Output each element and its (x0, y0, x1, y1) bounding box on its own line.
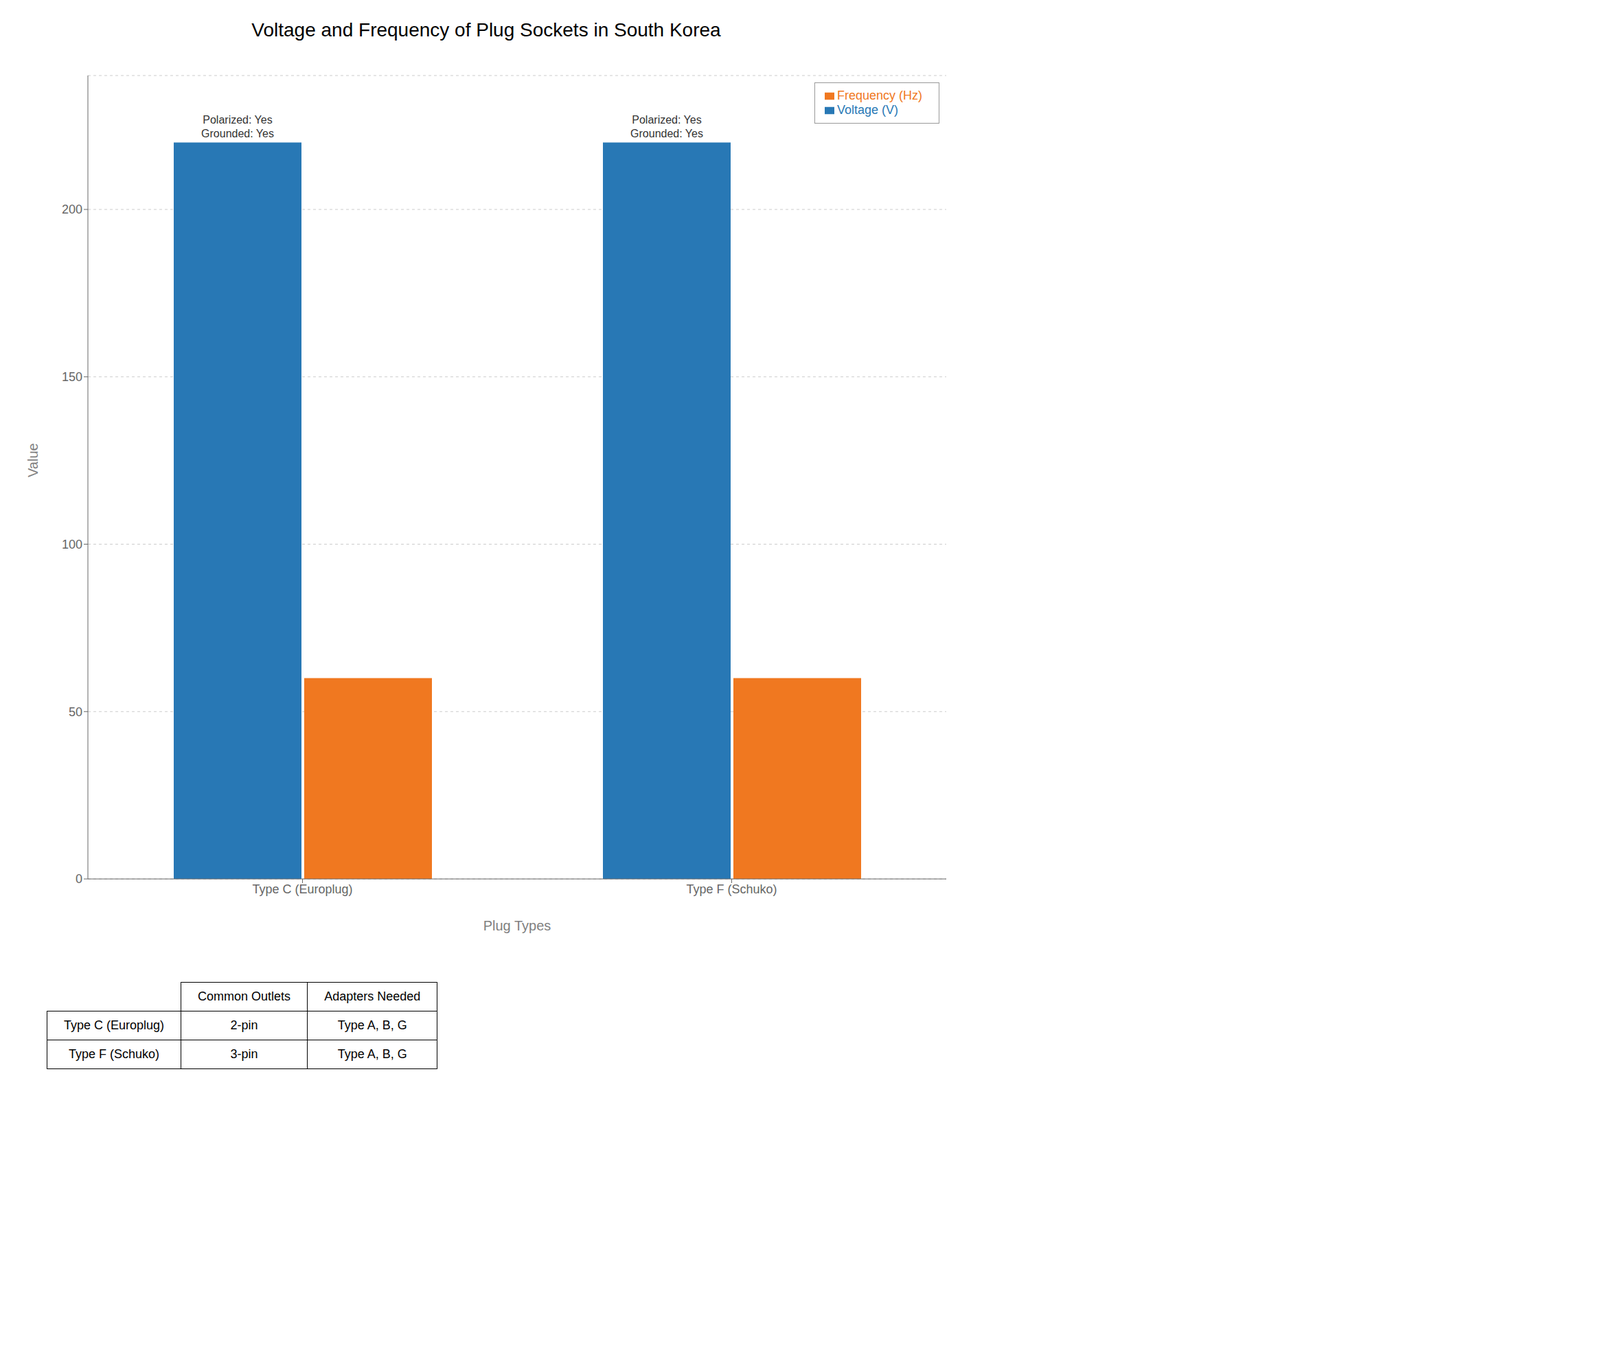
html-text:Type A, B, G: Type A, B, G (337, 1018, 408, 1033)
html-text:3-pin: 3-pin (230, 1047, 258, 1061)
svg-text:Type F (Schuko): Type F (Schuko) (686, 882, 777, 897)
svg-text:0: 0 (75, 872, 83, 886)
html-text:Voltage and Frequency of Plug: Voltage and Frequency of Plug Sockets in… (251, 19, 721, 41)
svg-text:50: 50 (68, 705, 83, 719)
svg-text:Polarized: YesGrounded: Yes: Polarized: YesGrounded: Yes (630, 113, 704, 140)
html-text:Voltage (V): Voltage (V) (837, 103, 899, 117)
svg-text:150: 150 (61, 370, 83, 384)
html-text:2-pin: 2-pin (230, 1018, 258, 1033)
html-text:Type F (Schuko): Type F (Schuko) (68, 1047, 160, 1061)
svg-text:Type C (Europlug): Type C (Europlug) (252, 882, 353, 897)
svg-text:100: 100 (61, 537, 83, 552)
html-text:Common Outlets: Common Outlets (197, 989, 291, 1004)
html-text:Type C (Europlug): Type C (Europlug) (63, 1018, 165, 1033)
svg-text:Polarized: YesGrounded: Yes: Polarized: YesGrounded: Yes (201, 113, 274, 140)
html-text:Type A, B, G: Type A, B, G (337, 1047, 408, 1061)
html-text:Adapters Needed: Adapters Needed (324, 989, 421, 1004)
svg-text:Plug Types: Plug Types (483, 918, 552, 934)
svg-text:Value: Value (25, 442, 41, 478)
svg-text:200: 200 (61, 202, 83, 217)
html-text:Frequency (Hz): Frequency (Hz) (837, 88, 923, 103)
